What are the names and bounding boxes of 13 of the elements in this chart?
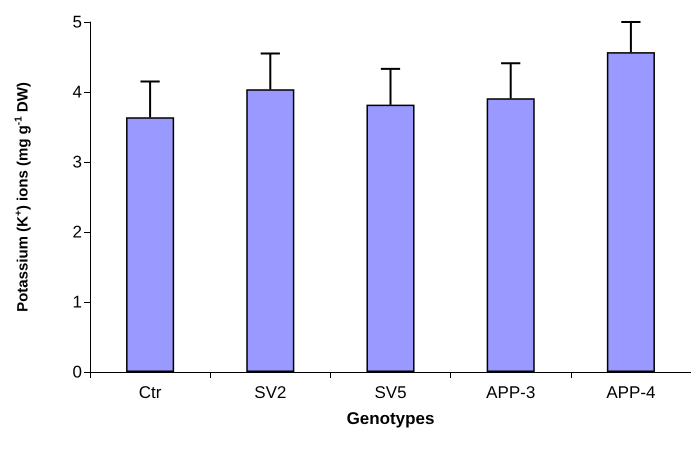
y-axis-title: Potassium (K+) ions (mg g-1 DW) <box>14 82 32 312</box>
x-tick-label: Ctr <box>138 383 162 402</box>
y-tick-label: 2 <box>72 222 82 242</box>
x-tick-label: SV2 <box>254 383 286 402</box>
x-tick-label: APP-3 <box>486 383 536 402</box>
y-tick-label: 1 <box>72 292 82 312</box>
y-tick-label: 4 <box>72 82 82 102</box>
x-tick-label: APP-4 <box>606 383 656 402</box>
x-axis-title: Genotypes <box>346 409 434 428</box>
x-tick-label: SV5 <box>374 383 407 402</box>
y-tick-label: 5 <box>72 12 82 32</box>
y-tick-label: 0 <box>72 362 82 382</box>
y-tick-label: 3 <box>72 152 82 172</box>
